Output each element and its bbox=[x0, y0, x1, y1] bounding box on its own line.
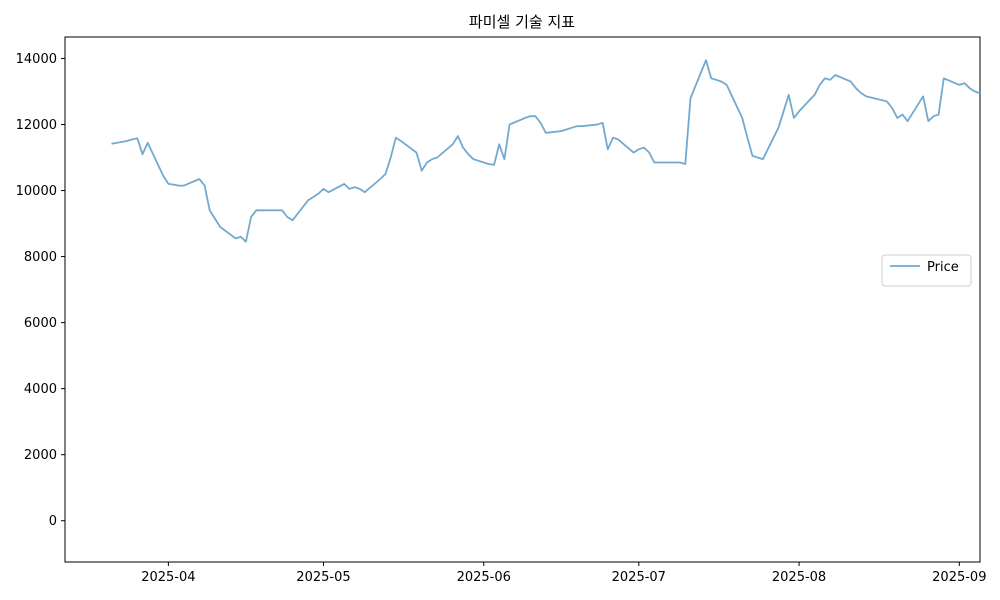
legend-box bbox=[881, 254, 972, 287]
y-tick-label: 8000 bbox=[24, 250, 57, 265]
y-tick-label: 2000 bbox=[24, 448, 57, 463]
x-tick-label: 2025-07 bbox=[612, 570, 666, 585]
x-tick-label: 2025-08 bbox=[772, 570, 826, 585]
y-tick-label: 4000 bbox=[24, 382, 57, 397]
x-tick-label: 2025-09 bbox=[932, 570, 986, 585]
x-tick-label: 2025-06 bbox=[457, 570, 511, 585]
legend-label: Price bbox=[927, 260, 959, 275]
y-axis: 0 2000 4000 6000 8000 10000 12000 14000 bbox=[16, 52, 65, 529]
series-line-price bbox=[111, 59, 981, 243]
chart-title: 파미셀 기술 지표 bbox=[469, 13, 575, 31]
series-layer bbox=[111, 59, 981, 243]
x-tick-label: 2025-04 bbox=[141, 570, 195, 585]
legend: Price bbox=[881, 254, 972, 287]
y-tick-label: 14000 bbox=[16, 52, 57, 67]
plot-area bbox=[64, 36, 981, 563]
plot-frame bbox=[64, 36, 981, 563]
x-tick-label: 2025-05 bbox=[296, 570, 350, 585]
y-tick-label: 12000 bbox=[16, 118, 57, 133]
y-tick-label: 0 bbox=[49, 514, 57, 529]
y-tick-label: 6000 bbox=[24, 316, 57, 331]
x-axis: 2025-04 2025-05 2025-06 2025-07 2025-08 2025-… bbox=[141, 562, 986, 585]
y-tick-label: 10000 bbox=[16, 184, 57, 199]
